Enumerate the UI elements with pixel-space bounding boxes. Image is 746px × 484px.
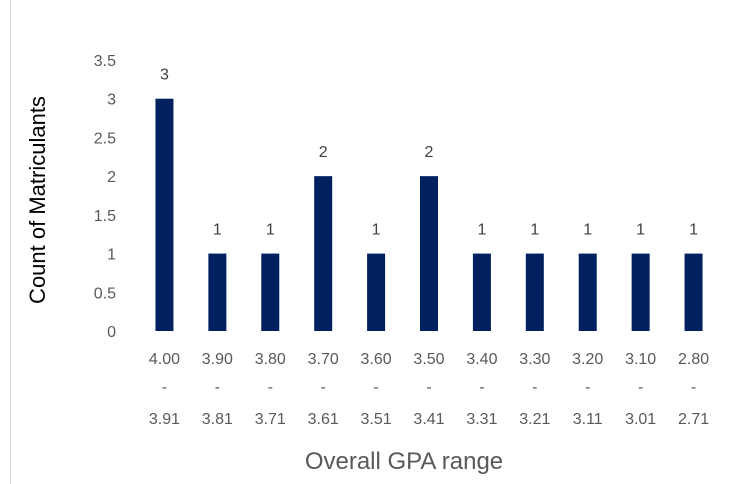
y-tick-label: 0.5: [94, 285, 116, 302]
x-tick-label-bottom: 3.71: [255, 411, 286, 428]
y-tick-label: 2.5: [94, 130, 116, 147]
x-tick-label-separator: -: [691, 379, 696, 396]
x-tick-label: 3.80 - 3.71: [255, 351, 286, 428]
y-axis-ticks: 0 0.5 1 1.5 2 2.5 3 3.5: [94, 53, 116, 341]
data-label: 1: [636, 222, 645, 239]
x-tick-label-top: 3.20: [572, 351, 603, 368]
data-label: 1: [583, 222, 592, 239]
x-tick-label-bottom: 3.31: [466, 411, 497, 428]
bar: [420, 176, 438, 331]
chart-frame: 0 0.5 1 1.5 2 2.5 3 3.5 3 1 1 2 1 2 1 1 1 1 1 4.00 - 3.91 3.…: [10, 0, 746, 484]
x-tick-label-top: 3.40: [466, 351, 497, 368]
y-tick-label: 0: [107, 324, 116, 341]
data-label: 1: [477, 222, 486, 239]
bar: [578, 253, 597, 331]
x-tick-label-separator: -: [532, 379, 537, 396]
x-tick-label-top: 3.60: [361, 351, 392, 368]
x-axis-title: Overall GPA range: [305, 448, 503, 475]
x-tick-label-top: 2.80: [678, 351, 709, 368]
y-tick-label: 2: [107, 169, 116, 186]
data-label: 1: [213, 222, 222, 239]
bar: [314, 176, 333, 331]
data-label: 2: [425, 144, 434, 161]
bar: [261, 253, 280, 331]
bar: [631, 253, 650, 331]
x-tick-label: 3.60 - 3.51: [361, 351, 392, 428]
x-tick-label-bottom: 2.71: [678, 411, 709, 428]
x-tick-label-separator: -: [373, 379, 378, 396]
x-tick-label-separator: -: [268, 379, 273, 396]
y-tick-label: 1.5: [94, 208, 116, 225]
x-tick-label-separator: -: [638, 379, 643, 396]
y-axis-title: Count of Matriculants: [25, 96, 50, 304]
data-labels: 3 1 1 2 1 2 1 1 1 1 1: [160, 67, 698, 239]
x-tick-label-separator: -: [321, 379, 326, 396]
x-tick-label-separator: -: [426, 379, 431, 396]
x-tick-label-top: 3.30: [519, 351, 550, 368]
y-tick-label: 3: [107, 92, 116, 109]
x-tick-label: 3.50 - 3.41: [413, 351, 444, 428]
bars: [155, 98, 703, 331]
x-tick-label-top: 3.10: [625, 351, 656, 368]
bar: [684, 253, 703, 331]
x-tick-label: 3.70 - 3.61: [308, 351, 339, 428]
x-tick-label-top: 3.50: [413, 351, 444, 368]
x-tick-label-top: 3.80: [255, 351, 286, 368]
x-tick-label-bottom: 3.61: [308, 411, 339, 428]
x-tick-label-bottom: 3.51: [361, 411, 392, 428]
data-label: 1: [530, 222, 539, 239]
x-tick-label-separator: -: [215, 379, 220, 396]
x-tick-label: 3.90 - 3.81: [202, 351, 233, 428]
data-label: 2: [319, 144, 328, 161]
x-tick-label: 3.30 - 3.21: [519, 351, 550, 428]
x-tick-label: 2.80 - 2.71: [678, 351, 709, 428]
x-tick-label-bottom: 3.91: [149, 411, 180, 428]
data-label: 1: [266, 222, 275, 239]
x-tick-label-bottom: 3.41: [413, 411, 444, 428]
x-tick-label-bottom: 3.21: [519, 411, 550, 428]
bar: [367, 253, 386, 331]
x-tick-label: 3.10 - 3.01: [625, 351, 656, 428]
bar: [472, 253, 491, 331]
x-tick-label-top: 4.00: [149, 351, 180, 368]
y-tick-label: 3.5: [94, 53, 116, 70]
x-tick-label: 3.40 - 3.31: [466, 351, 497, 428]
bar: [208, 253, 227, 331]
y-tick-label: 1: [107, 247, 116, 264]
x-tick-label: 4.00 - 3.91: [149, 351, 180, 428]
x-axis-ticks: 4.00 - 3.91 3.90 - 3.81 3.80 - 3.71 3.70 - 3.61 3.60…: [149, 351, 709, 428]
x-tick-label-bottom: 3.01: [625, 411, 656, 428]
x-tick-label: 3.20 - 3.11: [572, 351, 603, 428]
bar: [155, 98, 174, 331]
x-tick-label-bottom: 3.11: [573, 411, 603, 428]
bar: [525, 253, 544, 331]
data-label: 3: [160, 67, 169, 84]
x-tick-label-top: 3.90: [202, 351, 233, 368]
x-tick-label-separator: -: [479, 379, 484, 396]
x-tick-label-separator: -: [162, 379, 167, 396]
x-tick-label-separator: -: [585, 379, 590, 396]
data-label: 1: [372, 222, 381, 239]
data-label: 1: [689, 222, 698, 239]
bar-chart: 0 0.5 1 1.5 2 2.5 3 3.5 3 1 1 2 1 2 1 1 1 1 1 4.00 - 3.91 3.…: [25, 53, 709, 475]
x-tick-label-bottom: 3.81: [202, 411, 233, 428]
x-tick-label-top: 3.70: [308, 351, 339, 368]
